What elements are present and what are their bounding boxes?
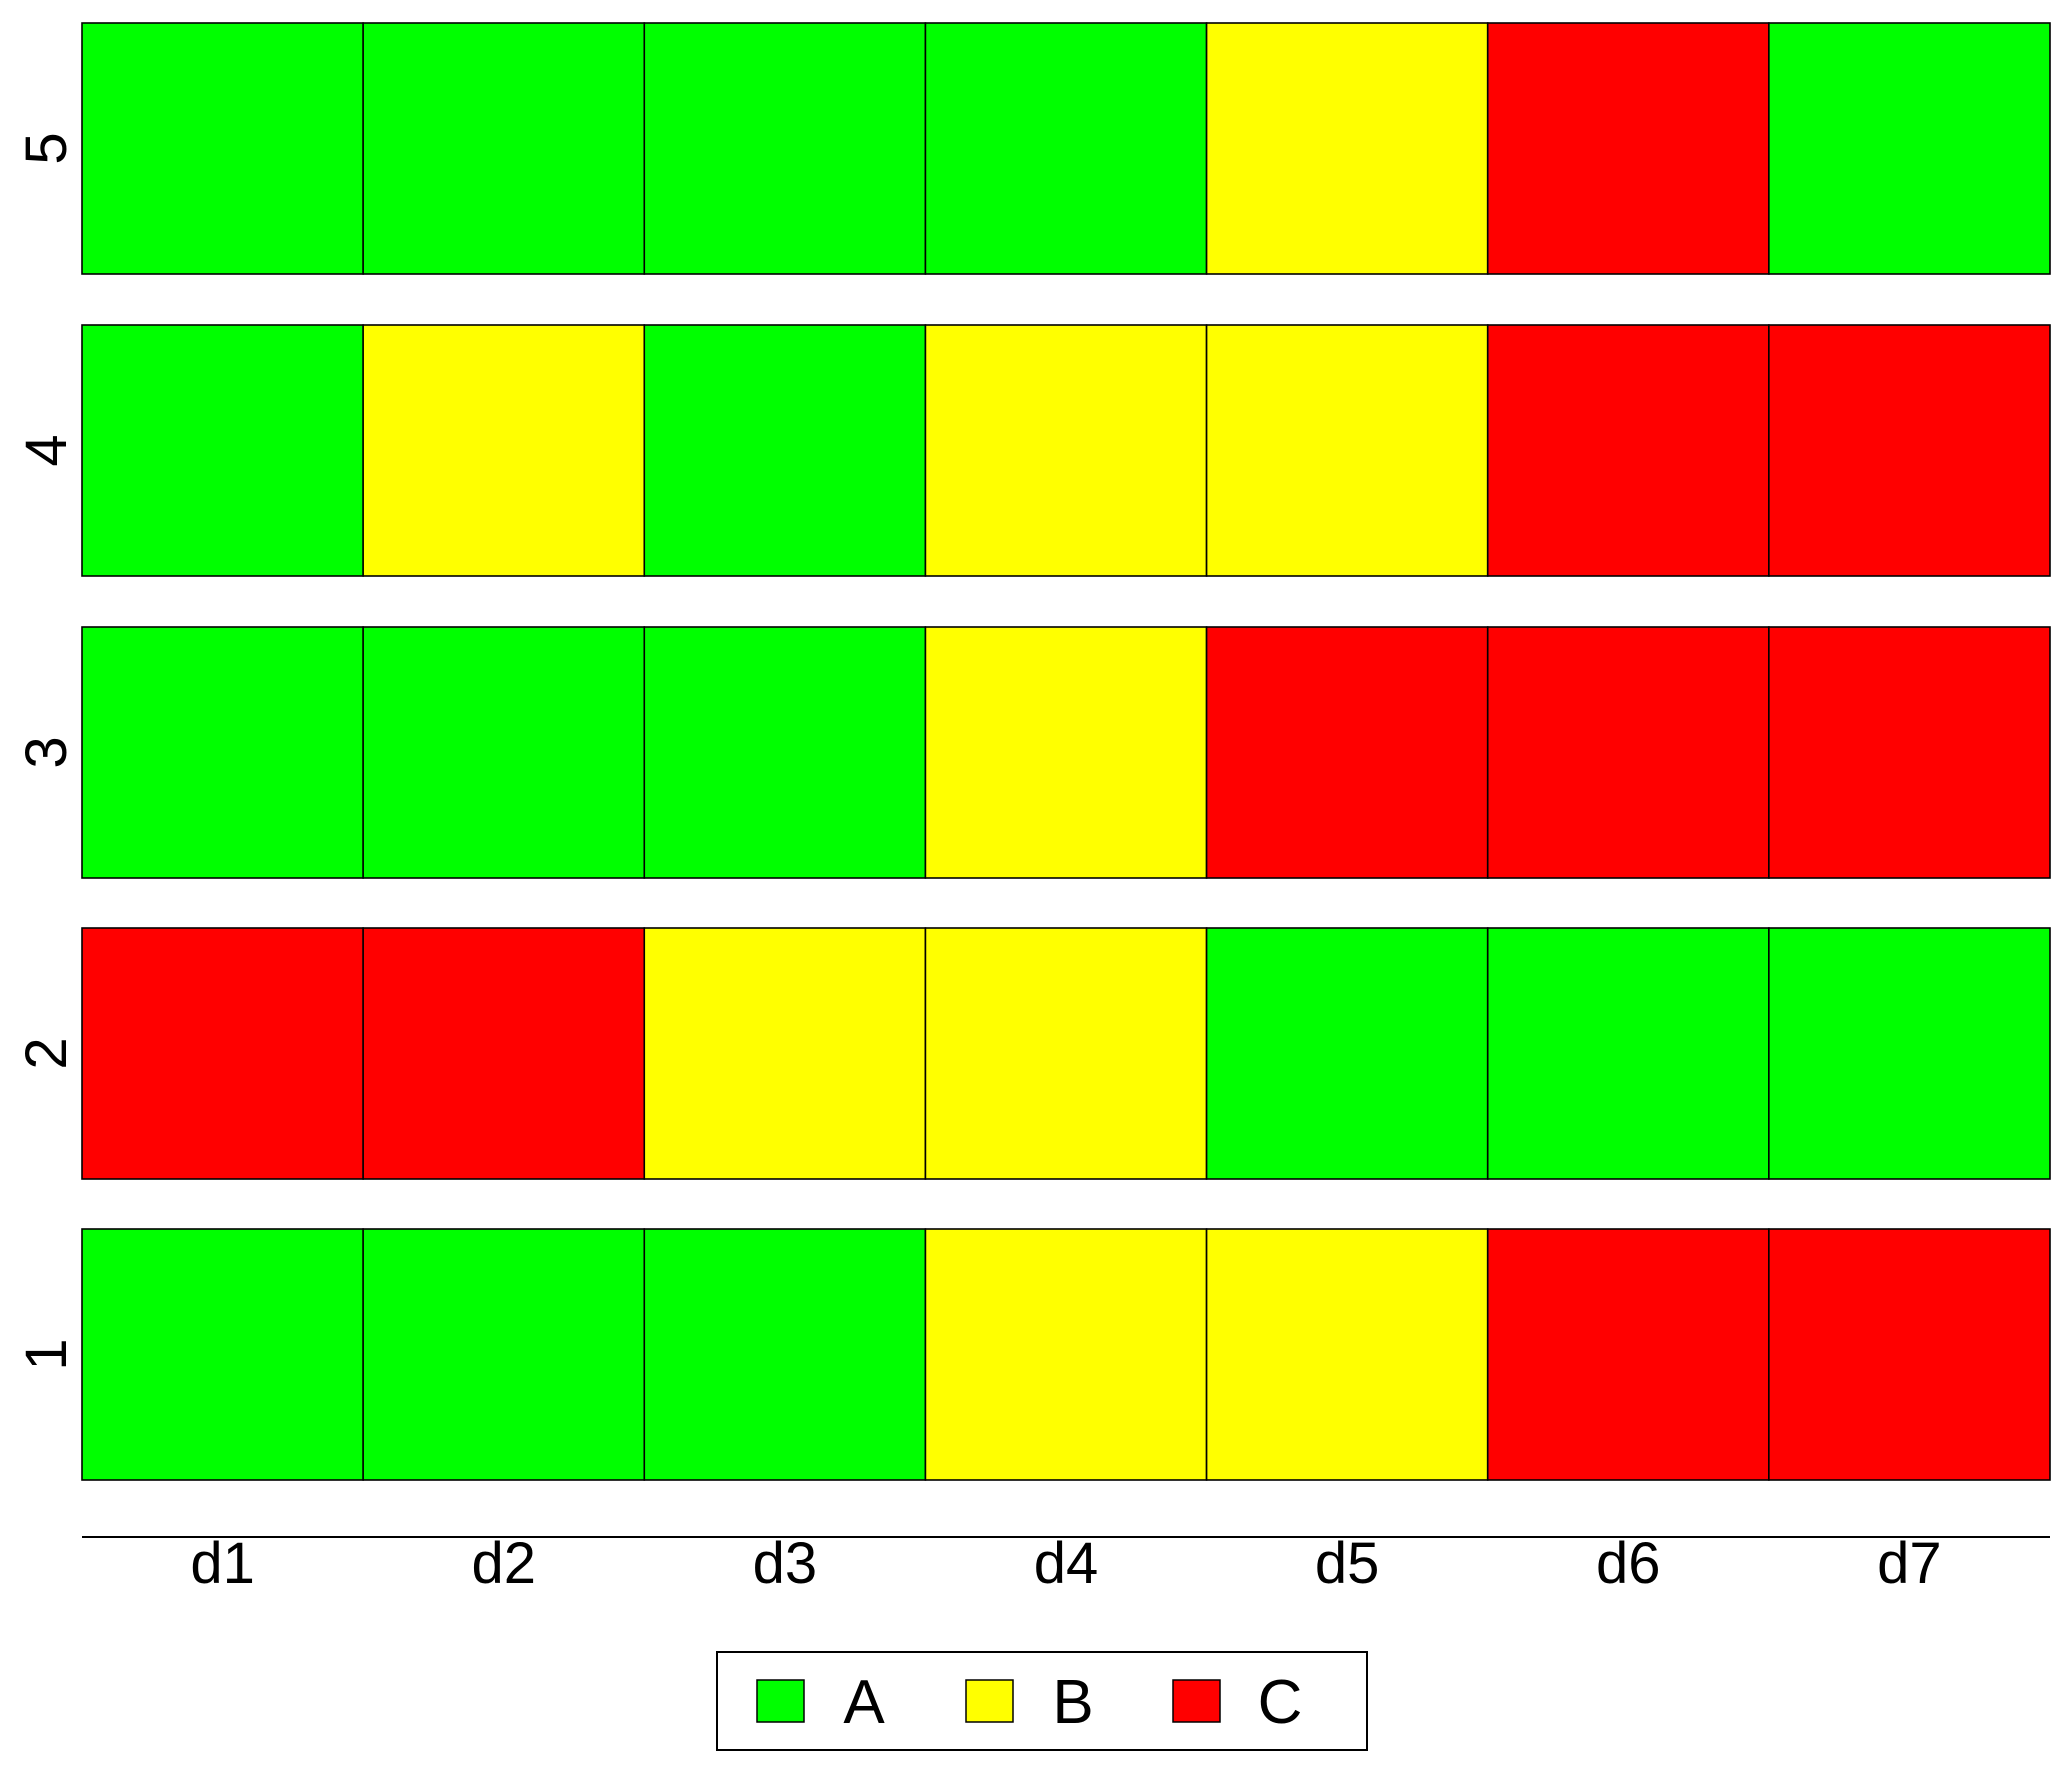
y-tick-label: 1	[14, 1338, 79, 1370]
heatmap-cell-row3-d1	[81, 626, 364, 879]
legend: A B C	[716, 1651, 1368, 1751]
heatmap-cell-row4-d3	[643, 324, 927, 577]
heatmap-cell-row1-d1	[81, 1228, 364, 1481]
heatmap-cell-row5-d2	[362, 22, 646, 275]
x-tick-label: d7	[1877, 1531, 1942, 1596]
heatmap-cell-row2-d2	[362, 927, 646, 1180]
legend-label-A: A	[843, 1668, 885, 1737]
heatmap-cell-row1-d4	[924, 1228, 1208, 1481]
x-tick-label: d2	[471, 1531, 536, 1596]
heatmap-cell-row4-d4	[924, 324, 1208, 577]
x-axis-ticks: d1 d2 d3 d4 d5 d6 d7	[190, 1531, 1941, 1596]
heatmap-cell-row1-d7	[1768, 1228, 2051, 1481]
heatmap-cell-row3-d7	[1768, 626, 2051, 879]
heatmap-cell-row1-d2	[362, 1228, 646, 1481]
heatmap-cell-row3-d2	[362, 626, 646, 879]
heatmap-cells	[81, 22, 2051, 1481]
y-tick-label: 5	[14, 132, 79, 164]
heatmap-cell-row1-d6	[1486, 1228, 1770, 1481]
y-tick-label: 3	[14, 736, 79, 768]
heatmap-cell-row1-d3	[643, 1228, 927, 1481]
legend-swatch-A	[756, 1679, 805, 1723]
heatmap-cell-row5-d5	[1205, 22, 1489, 275]
y-axis-ticks: 1 2 3 4 5	[14, 132, 79, 1370]
x-tick-label: d6	[1596, 1531, 1661, 1596]
heatmap-cell-row2-d3	[643, 927, 927, 1180]
legend-swatch-B	[965, 1679, 1014, 1723]
heatmap-cell-row3-d4	[924, 626, 1208, 879]
y-tick-label: 4	[14, 434, 79, 466]
heatmap-cell-row4-d1	[81, 324, 364, 577]
x-tick-label: d3	[753, 1531, 818, 1596]
y-tick-label: 2	[14, 1037, 79, 1069]
heatmap-cell-row4-d5	[1205, 324, 1489, 577]
legend-swatch-C	[1172, 1679, 1221, 1723]
x-tick-label: d4	[1034, 1531, 1099, 1596]
heatmap-cell-row2-d1	[81, 927, 364, 1180]
heatmap-cell-row5-d7	[1768, 22, 2051, 275]
heatmap-cell-row2-d7	[1768, 927, 2051, 1180]
heatmap-cell-row2-d4	[924, 927, 1208, 1180]
heatmap-cell-row2-d6	[1486, 927, 1770, 1180]
heatmap-cell-row2-d5	[1205, 927, 1489, 1180]
heatmap-cell-row1-d5	[1205, 1228, 1489, 1481]
heatmap-cell-row3-d5	[1205, 626, 1489, 879]
legend-box	[716, 1651, 1368, 1751]
heatmap-cell-row4-d7	[1768, 324, 2051, 577]
heatmap-cell-row3-d3	[643, 626, 927, 879]
heatmap-cell-row4-d2	[362, 324, 646, 577]
heatmap-cell-row5-d6	[1486, 22, 1770, 275]
heatmap-cell-row5-d1	[81, 22, 364, 275]
x-tick-label: d1	[190, 1531, 255, 1596]
x-tick-label: d5	[1315, 1531, 1380, 1596]
heatmap-cell-row5-d3	[643, 22, 927, 275]
heatmap-cell-row4-d6	[1486, 324, 1770, 577]
heatmap-cell-row3-d6	[1486, 626, 1770, 879]
heatmap-cell-row5-d4	[924, 22, 1208, 275]
legend-label-C: C	[1258, 1668, 1303, 1737]
legend-label-B: B	[1052, 1668, 1093, 1737]
